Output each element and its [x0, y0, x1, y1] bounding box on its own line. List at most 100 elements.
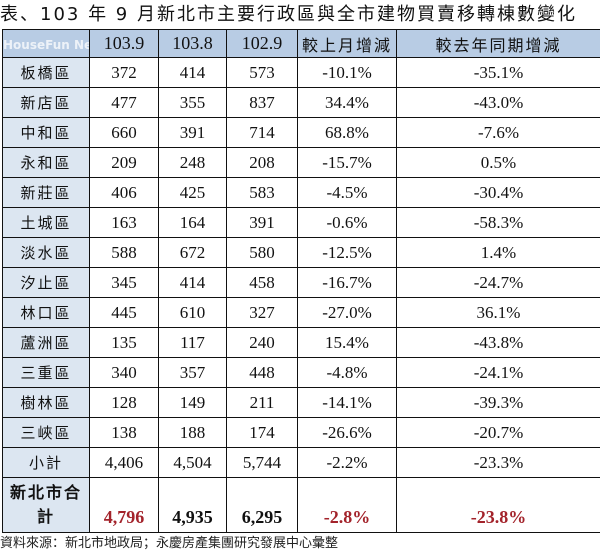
- table-row: 淡水區 588 672 580 -12.5% 1.4%: [2, 237, 600, 268]
- value-mom: -27.0%: [297, 297, 397, 328]
- value-102-9: 458: [226, 267, 298, 298]
- total-row: 新北市合計 4,796 4,935 6,295 -2.8% -23.8%: [2, 477, 600, 533]
- value-mom: 15.4%: [297, 327, 397, 358]
- table-row: 新店區 477 355 837 34.4% -43.0%: [2, 87, 600, 118]
- transfer-data-table: HouseFun News 103.9 103.8 102.9 較上月增減 較去…: [2, 29, 600, 533]
- value-103-8: 164: [158, 207, 227, 238]
- value-103-8: 188: [158, 417, 227, 448]
- value-mom: -26.6%: [297, 417, 397, 448]
- value-yoy: -30.4%: [396, 177, 600, 208]
- district-label: 新店區: [2, 87, 90, 118]
- value-102-9: 573: [226, 57, 298, 88]
- value-103-9: 138: [89, 417, 159, 448]
- value-yoy: -43.8%: [396, 327, 600, 358]
- value-yoy: -7.6%: [396, 117, 600, 148]
- value-mom: 34.4%: [297, 87, 397, 118]
- total-yoy: -23.8%: [396, 477, 600, 533]
- value-102-9: 240: [226, 327, 298, 358]
- watermark: HouseFun News: [3, 38, 89, 52]
- value-103-9: 163: [89, 207, 159, 238]
- header-103-8: 103.8: [158, 29, 227, 58]
- header-row: HouseFun News 103.9 103.8 102.9 較上月增減 較去…: [2, 29, 600, 58]
- source-note: 資料來源：新北市地政局；永慶房產集團研究發展中心彙整: [0, 536, 339, 551]
- value-103-8: 414: [158, 57, 227, 88]
- district-label: 中和區: [2, 117, 90, 148]
- value-102-9: 327: [226, 297, 298, 328]
- value-mom: -4.8%: [297, 357, 397, 388]
- value-103-8: 355: [158, 87, 227, 118]
- subtotal-row: 小計 4,406 4,504 5,744 -2.2% -23.3%: [2, 447, 600, 478]
- district-label: 土城區: [2, 207, 90, 238]
- subtotal-102-9: 5,744: [226, 447, 298, 478]
- table-row: 中和區 660 391 714 68.8% -7.6%: [2, 117, 600, 148]
- district-label: 板橋區: [2, 57, 90, 88]
- header-mom-change: 較上月增減: [297, 29, 397, 58]
- value-mom: -16.7%: [297, 267, 397, 298]
- value-yoy: -24.7%: [396, 267, 600, 298]
- subtotal-yoy: -23.3%: [396, 447, 600, 478]
- table-row: 三重區 340 357 448 -4.8% -24.1%: [2, 357, 600, 388]
- value-yoy: -20.7%: [396, 417, 600, 448]
- header-102-9: 102.9: [226, 29, 298, 58]
- value-103-8: 672: [158, 237, 227, 268]
- table-row: 新莊區 406 425 583 -4.5% -30.4%: [2, 177, 600, 208]
- value-mom: -10.1%: [297, 57, 397, 88]
- district-label: 林口區: [2, 297, 90, 328]
- value-yoy: -43.0%: [396, 87, 600, 118]
- table-row: 樹林區 128 149 211 -14.1% -39.3%: [2, 387, 600, 418]
- subtotal-103-8: 4,504: [158, 447, 227, 478]
- district-label: 樹林區: [2, 387, 90, 418]
- value-103-9: 445: [89, 297, 159, 328]
- value-103-8: 357: [158, 357, 227, 388]
- value-103-9: 135: [89, 327, 159, 358]
- value-103-9: 588: [89, 237, 159, 268]
- value-103-8: 117: [158, 327, 227, 358]
- value-mom: -15.7%: [297, 147, 397, 178]
- district-label: 三峽區: [2, 417, 90, 448]
- value-102-9: 208: [226, 147, 298, 178]
- value-102-9: 211: [226, 387, 298, 418]
- value-yoy: -24.1%: [396, 357, 600, 388]
- value-102-9: 174: [226, 417, 298, 448]
- table-title: 表、103 年 9 月新北市主要行政區與全市建物買賣移轉棟數變化: [0, 4, 577, 25]
- value-103-9: 128: [89, 387, 159, 418]
- table-row: 林口區 445 610 327 -27.0% 36.1%: [2, 297, 600, 328]
- value-102-9: 580: [226, 237, 298, 268]
- value-yoy: 0.5%: [396, 147, 600, 178]
- value-102-9: 714: [226, 117, 298, 148]
- value-yoy: 36.1%: [396, 297, 600, 328]
- value-102-9: 448: [226, 357, 298, 388]
- table-row: 土城區 163 164 391 -0.6% -58.3%: [2, 207, 600, 238]
- value-103-9: 406: [89, 177, 159, 208]
- value-yoy: -39.3%: [396, 387, 600, 418]
- total-mom: -2.8%: [297, 477, 397, 533]
- value-yoy: 1.4%: [396, 237, 600, 268]
- total-103-9: 4,796: [89, 477, 159, 533]
- value-mom: -4.5%: [297, 177, 397, 208]
- value-yoy: -35.1%: [396, 57, 600, 88]
- value-mom: -14.1%: [297, 387, 397, 418]
- value-mom: -12.5%: [297, 237, 397, 268]
- corner-header-cell: HouseFun News: [2, 29, 90, 58]
- total-102-9: 6,295: [226, 477, 298, 533]
- district-label: 蘆洲區: [2, 327, 90, 358]
- value-103-9: 340: [89, 357, 159, 388]
- district-label: 三重區: [2, 357, 90, 388]
- table-row: 永和區 209 248 208 -15.7% 0.5%: [2, 147, 600, 178]
- subtotal-label: 小計: [2, 447, 90, 478]
- district-label: 永和區: [2, 147, 90, 178]
- value-103-8: 149: [158, 387, 227, 418]
- header-yoy-change: 較去年同期增減: [396, 29, 600, 58]
- value-103-9: 345: [89, 267, 159, 298]
- header-103-9: 103.9: [89, 29, 159, 58]
- value-103-8: 610: [158, 297, 227, 328]
- value-mom: -0.6%: [297, 207, 397, 238]
- value-103-8: 425: [158, 177, 227, 208]
- table-row: 蘆洲區 135 117 240 15.4% -43.8%: [2, 327, 600, 358]
- value-102-9: 391: [226, 207, 298, 238]
- value-mom: 68.8%: [297, 117, 397, 148]
- value-103-9: 372: [89, 57, 159, 88]
- value-103-8: 391: [158, 117, 227, 148]
- district-label: 新莊區: [2, 177, 90, 208]
- value-103-9: 660: [89, 117, 159, 148]
